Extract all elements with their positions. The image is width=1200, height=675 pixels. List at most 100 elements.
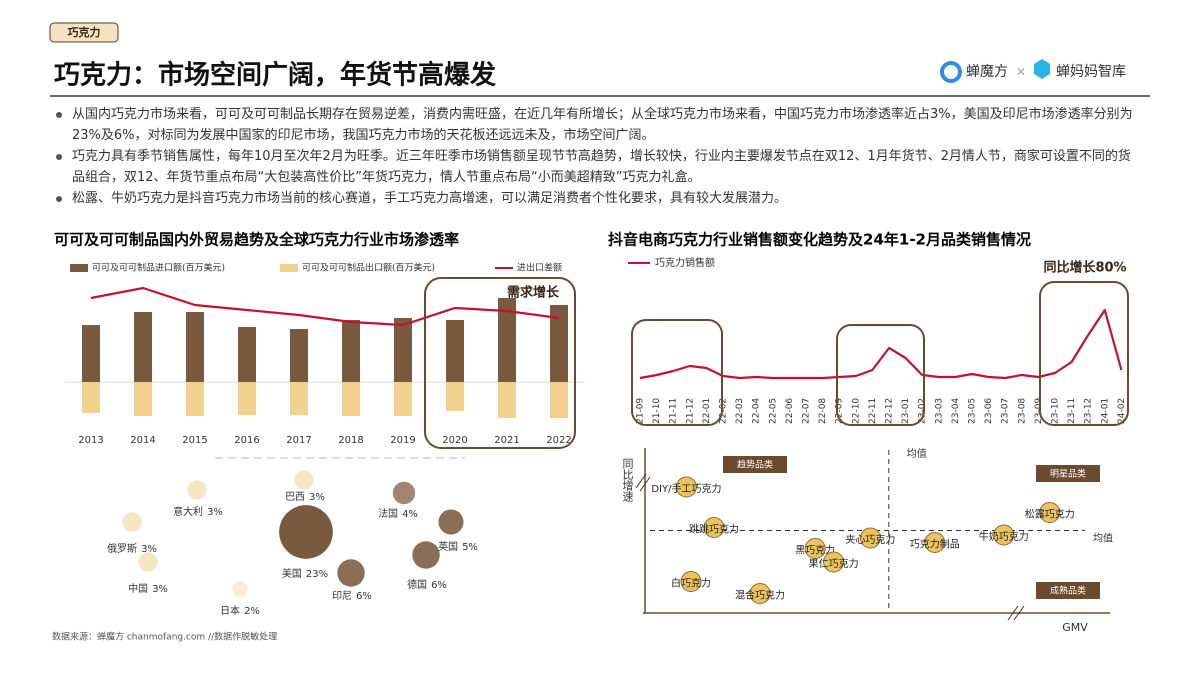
- bar: [446, 382, 464, 411]
- bubble-value: 6%: [431, 580, 447, 591]
- x-tick-label: 2019: [390, 435, 415, 446]
- annotation: 需求增长: [507, 285, 560, 301]
- bubble-label: 印尼 6%: [332, 590, 372, 602]
- bubble-value: 4%: [402, 509, 418, 520]
- legend-label: 巧克力销售额: [655, 256, 715, 269]
- logo-text: 蝉魔方: [966, 64, 1008, 80]
- x-tick-label: 23-09: [1034, 398, 1044, 424]
- legend-label: 可可及可可制品出口额(百万美元): [302, 262, 435, 274]
- x-tick-label: 22-10: [851, 398, 861, 424]
- point: [1039, 502, 1061, 523]
- bubble-name: 中国: [128, 582, 148, 595]
- bubble: [392, 481, 416, 505]
- bubble-value: 6%: [356, 591, 372, 602]
- x-tick-label: 22-02: [719, 398, 729, 424]
- source: 数据来源：蝉魔方 chanmofang.com //数据作脱敏处理: [52, 631, 277, 643]
- quadrant-tag: [1036, 465, 1100, 482]
- quadrant-label: 成熟品类: [1050, 585, 1086, 597]
- point: [675, 476, 697, 498]
- x-tick-label: 21-12: [685, 398, 695, 424]
- x-tick-label: 24-02: [1117, 398, 1127, 424]
- bar: [342, 320, 360, 382]
- legend-swatch: [70, 264, 88, 272]
- bar: [186, 382, 204, 416]
- bubble: [294, 470, 314, 490]
- bubble-value: 2%: [244, 606, 260, 617]
- bar: [82, 382, 100, 413]
- bubble-label: 日本 2%: [220, 604, 260, 617]
- point: [924, 532, 946, 553]
- quadrant-label: 趋势品类: [737, 459, 773, 471]
- legend-swatch: [280, 264, 298, 272]
- x-tick-label: 2022: [546, 435, 571, 446]
- point-label: 混合巧克力: [735, 589, 785, 602]
- quadrant-tag: [1036, 582, 1100, 599]
- point: [680, 571, 702, 592]
- axis-break: [635, 473, 1025, 621]
- point-label: 跳跳巧克力: [689, 523, 739, 536]
- bubble: [412, 541, 440, 569]
- bubble-label: 法国 4%: [378, 507, 418, 520]
- bullets: 从国内巧克力市场来看，可可及可可制品长期存在贸易逆差，消费内需旺盛，在近几年有所…: [52, 104, 1142, 209]
- x-tick-label: 2013: [78, 435, 103, 446]
- x-tick-label: 23-04: [951, 398, 961, 424]
- bar: [550, 382, 568, 418]
- point: [823, 551, 845, 573]
- bubble-name: 巴西: [285, 491, 305, 503]
- bubble-label: 俄罗斯 3%: [107, 542, 157, 555]
- highlight-box: [424, 277, 576, 449]
- quadrant-label: 明星品类: [1050, 468, 1086, 480]
- point: [859, 527, 881, 549]
- point: [993, 524, 1015, 546]
- tag: 巧克力: [68, 25, 101, 39]
- point-label: 黑巧克力: [795, 544, 835, 557]
- point-label: 牛奶巧克力: [979, 530, 1029, 543]
- bubble-label: 意大利 3%: [173, 505, 223, 518]
- x-tick-label: 22-09: [835, 398, 845, 424]
- x-tick-label: 23-02: [918, 398, 928, 424]
- bar: [394, 318, 412, 382]
- x-tick-label: 21-10: [652, 398, 662, 424]
- bubble-label: 巴西 3%: [285, 491, 325, 503]
- legend-label: 可可及可可制品进口额(百万美元): [92, 262, 225, 274]
- x-tick-label: 2020: [442, 435, 467, 446]
- highlight-box: [836, 324, 925, 426]
- x-tick-label: 22-04: [752, 398, 762, 424]
- bar: [498, 382, 516, 418]
- bubble-name: 法国: [378, 507, 398, 520]
- x-tick-label: 2018: [338, 435, 363, 446]
- bubble-value: 5%: [462, 542, 478, 553]
- point-label: DIY/手工巧克力: [651, 482, 721, 495]
- bar: [238, 327, 256, 382]
- bar: [134, 312, 152, 382]
- bubble-value: 3%: [309, 492, 325, 503]
- bubble-name: 俄罗斯: [107, 542, 137, 555]
- mean-label: 均值: [907, 447, 927, 460]
- logo-text: 蝉妈妈智库: [1056, 64, 1126, 80]
- point: [749, 583, 771, 604]
- point-label: 夹心巧克力: [845, 533, 895, 546]
- x-axis-label: GMV: [1062, 621, 1088, 634]
- bubble-name: 美国: [282, 567, 302, 580]
- bar: [550, 305, 568, 382]
- point: [703, 517, 725, 538]
- bar: [290, 329, 308, 382]
- chart-title: 可可及可可制品国内外贸易趋势及全球巧克力行业市场渗透率: [54, 231, 459, 249]
- x-tick-label: 2021: [494, 435, 519, 446]
- x-tick-label: 23-05: [968, 398, 978, 424]
- bullet: 从国内巧克力市场来看，可可及可可制品长期存在贸易逆差，消费内需旺盛，在近几年有所…: [52, 104, 1142, 146]
- bubble-value: 23%: [306, 569, 328, 580]
- bubble-name: 意大利: [173, 505, 203, 518]
- logo-icon: [940, 61, 962, 83]
- bubble: [138, 552, 158, 572]
- x-tick-label: 22-03: [735, 398, 745, 424]
- bar: [238, 382, 256, 415]
- mean-label: 均值: [1093, 532, 1113, 545]
- bar: [498, 298, 516, 382]
- logo-sep: ×: [1016, 65, 1026, 79]
- bar: [82, 325, 100, 382]
- bubble: [438, 509, 464, 535]
- x-tick-label: 2015: [182, 435, 207, 446]
- bubble: [232, 581, 248, 597]
